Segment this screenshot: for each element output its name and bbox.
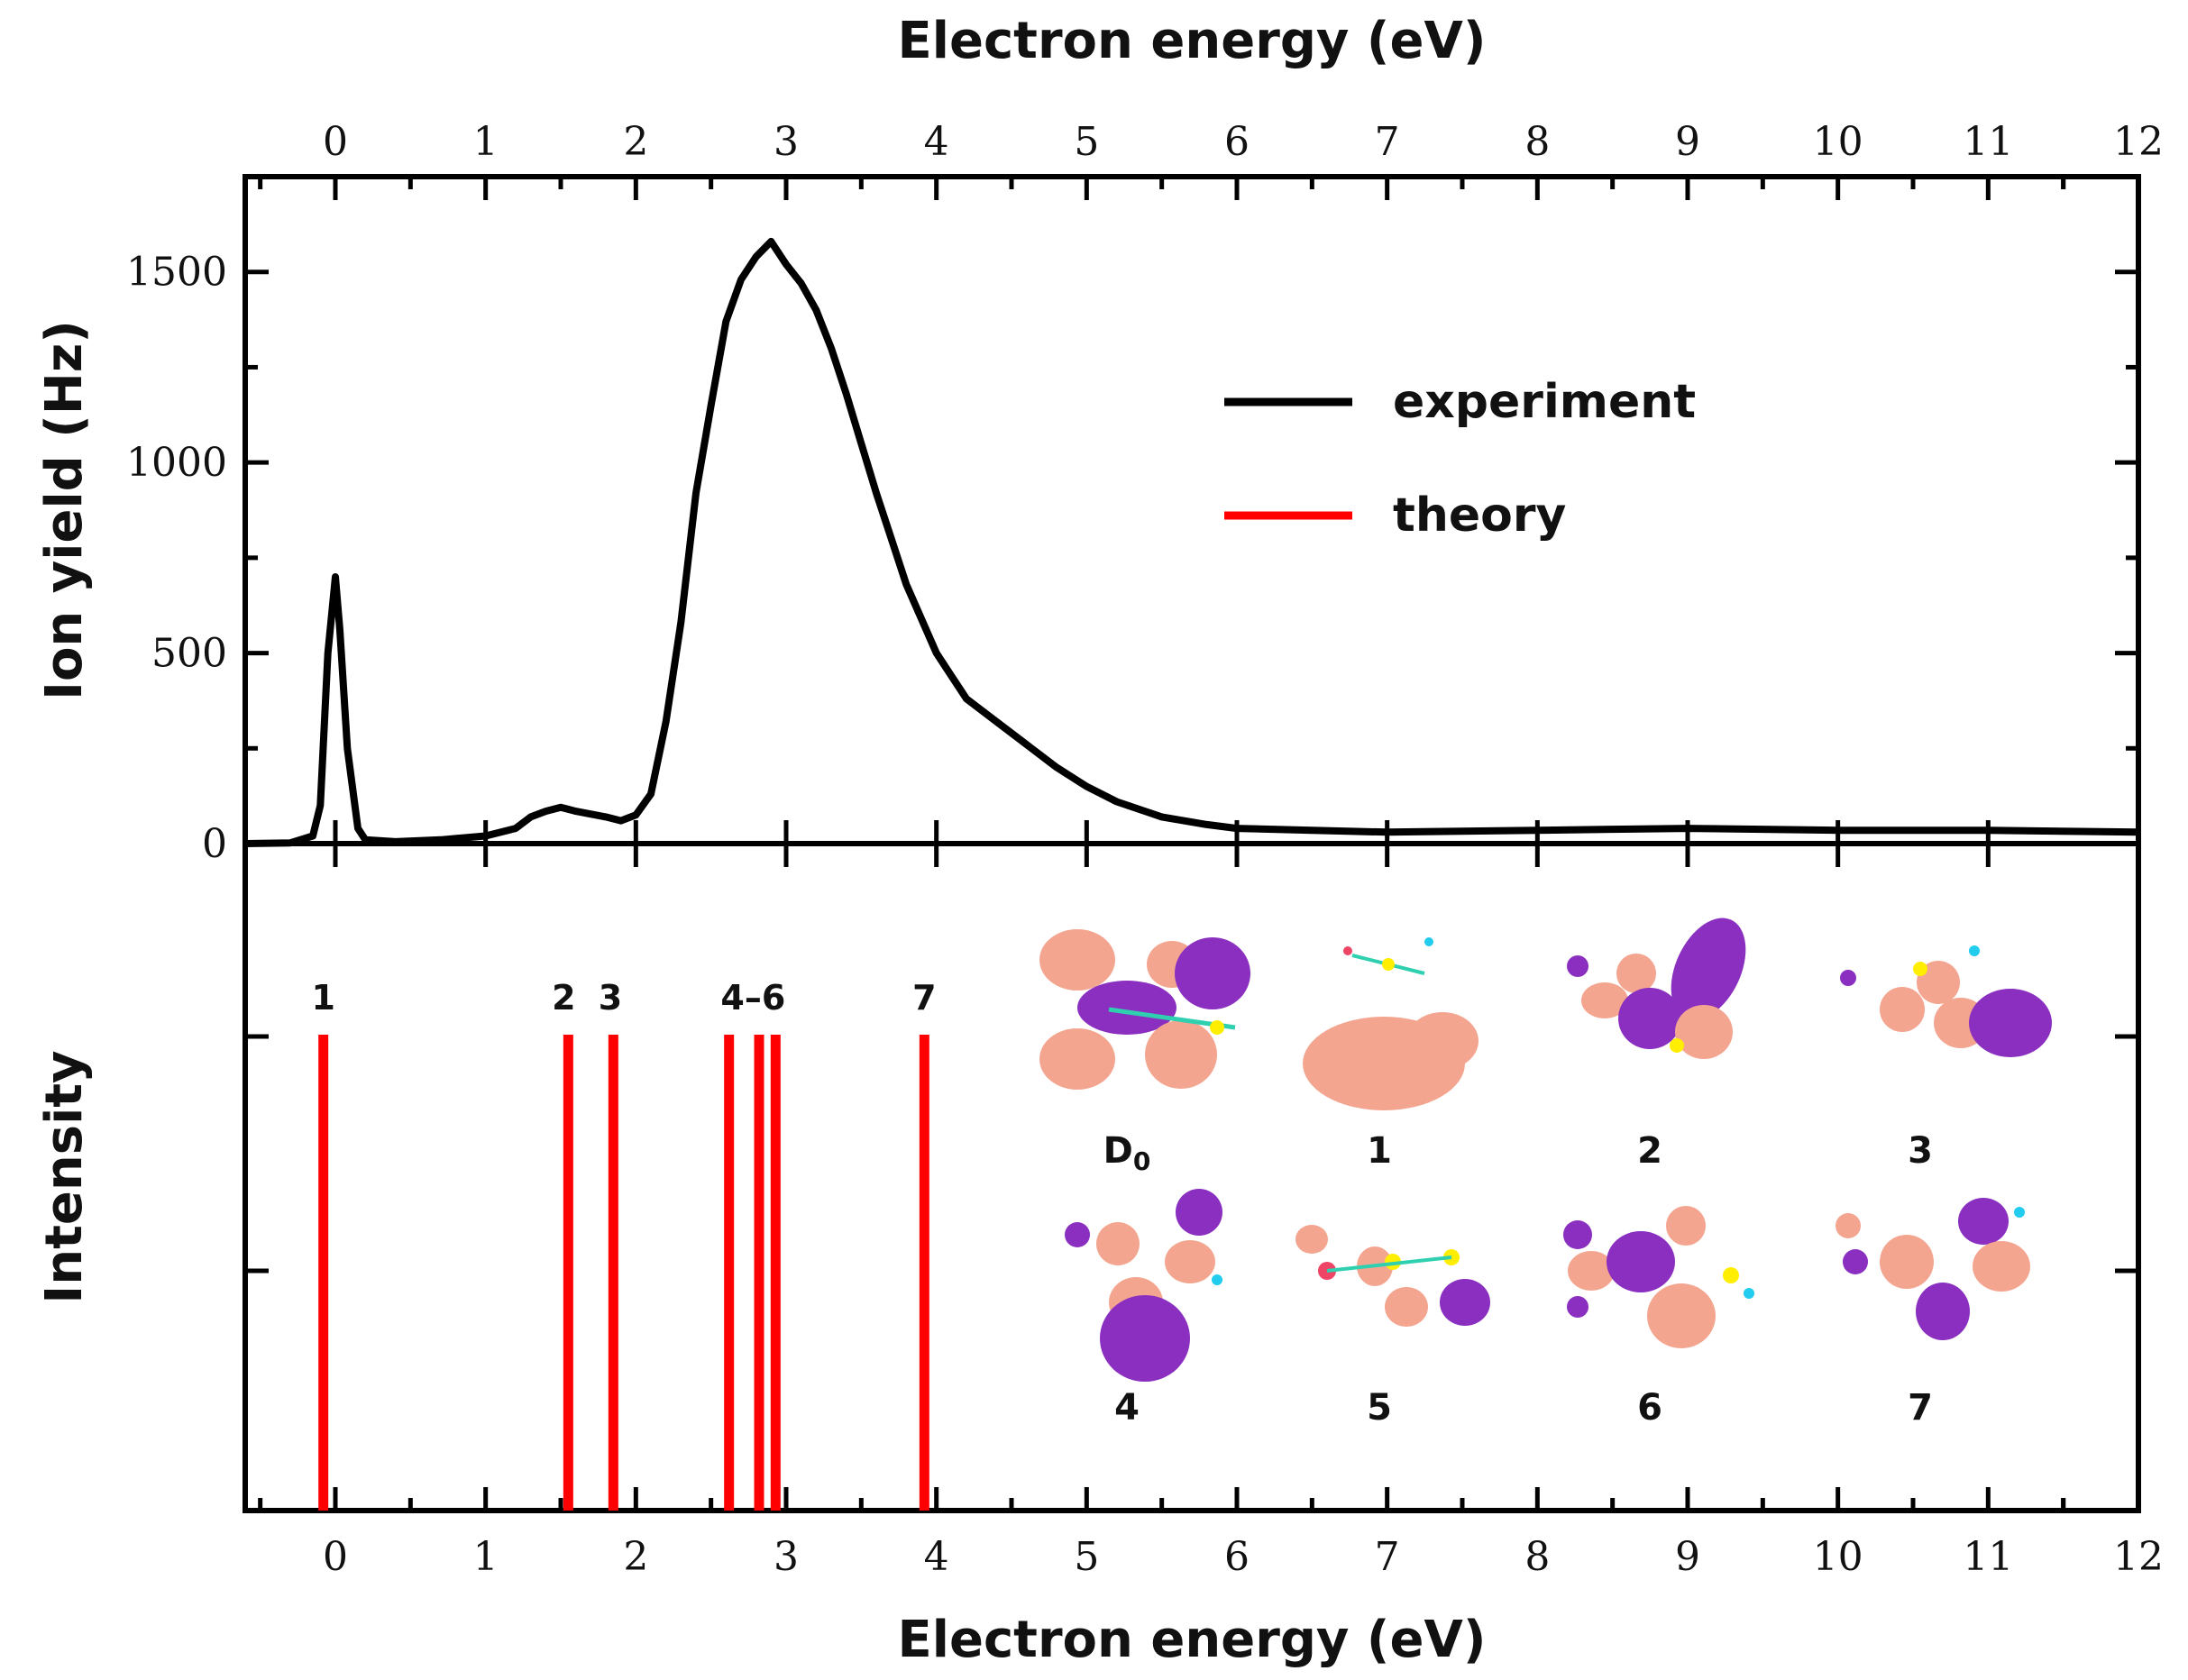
- top-panel-frame: [243, 174, 2141, 846]
- stick-label: 3: [599, 978, 622, 1018]
- bottom-x-tick-label: 2: [623, 1534, 648, 1580]
- orbital-label-3: 3: [1908, 1130, 1933, 1172]
- top-x-tick-label: 10: [1813, 119, 1863, 165]
- top-x-tick-label: 9: [1675, 119, 1700, 165]
- bottom-x-tick-label: 5: [1074, 1534, 1099, 1580]
- orbital-label-4: 4: [1114, 1387, 1140, 1429]
- stick-label: 1: [311, 978, 334, 1018]
- stick-labels: 1 2 3 4–6 7: [311, 978, 936, 1018]
- orbital-picture-d0: [1039, 929, 1250, 1090]
- legend-label-theory: theory: [1393, 488, 1566, 543]
- orbital-picture-3: [1840, 945, 2052, 1057]
- bottom-x-tick-label: 1: [473, 1534, 499, 1580]
- y-tick-label: 0: [202, 821, 227, 867]
- top-x-tick-label: 0: [323, 119, 348, 165]
- y-tick-label: 500: [151, 631, 227, 677]
- top-x-tick-label: 7: [1375, 119, 1400, 165]
- stick-label: 4–6: [720, 978, 785, 1018]
- theory-sticks: [318, 1035, 929, 1511]
- top-x-tick-label: 5: [1074, 119, 1099, 165]
- top-x-axis-title: Electron energy (eV): [898, 12, 1487, 70]
- bottom-y-axis-title: Intensity: [35, 1050, 94, 1303]
- orbital-label-d0: D0: [1103, 1130, 1151, 1176]
- top-x-tick-label: 11: [1963, 119, 2013, 165]
- bottom-x-tick-label: 9: [1675, 1534, 1700, 1580]
- top-x-tick-label: 4: [924, 119, 949, 165]
- stick-label: 2: [552, 978, 575, 1018]
- top-x-tick-label: 12: [2113, 119, 2164, 165]
- bottom-x-tick-label: 7: [1375, 1534, 1400, 1580]
- orbital-label-5: 5: [1367, 1387, 1392, 1429]
- orbital-label-1: 1: [1367, 1130, 1392, 1172]
- orbital-label-7: 7: [1908, 1387, 1933, 1429]
- orbital-picture-2: [1567, 918, 1746, 1059]
- y-ticks: 0 500 1000 1500: [126, 250, 2138, 1274]
- bottom-x-tick-label: 8: [1524, 1534, 1550, 1580]
- bottom-x-tick-label: 3: [774, 1534, 799, 1580]
- legend-label-experiment: experiment: [1393, 375, 1696, 429]
- stick-label: 7: [912, 978, 936, 1018]
- bottom-panel-frame: [243, 841, 2141, 1513]
- y-tick-label: 1500: [126, 250, 227, 296]
- orbital-label-2: 2: [1637, 1130, 1662, 1172]
- orbital-labels: D0 1 2 3 4 5 6 7: [1103, 1130, 1933, 1429]
- bottom-x-tick-label: 12: [2113, 1534, 2164, 1580]
- legend: experiment theory: [1224, 375, 1696, 543]
- series-line-experiment: [244, 237, 2139, 847]
- orbital-picture-1: [1303, 937, 1479, 1110]
- bottom-x-tick-label: 0: [323, 1534, 348, 1580]
- orbital-picture-6: [1563, 1206, 1754, 1348]
- orbital-pictures: [1039, 918, 2052, 1382]
- top-y-axis-title: Ion yield (Hz): [35, 320, 94, 700]
- top-x-tick-label: 1: [473, 119, 499, 165]
- top-x-tick-label: 8: [1524, 119, 1550, 165]
- bottom-x-axis-title: Electron energy (eV): [898, 1611, 1487, 1669]
- orbital-picture-7: [1836, 1198, 2030, 1340]
- bottom-x-tick-label: 11: [1963, 1534, 2013, 1580]
- top-x-tick-label: 6: [1224, 119, 1250, 165]
- orbital-label-6: 6: [1637, 1387, 1662, 1429]
- top-x-tick-label: 2: [623, 119, 648, 165]
- bottom-x-tick-label: 10: [1813, 1534, 1863, 1580]
- top-x-tick-label: 3: [774, 119, 799, 165]
- y-tick-label: 1000: [126, 440, 227, 486]
- orbital-picture-4: [1065, 1189, 1222, 1382]
- bottom-x-tick-label: 4: [924, 1534, 949, 1580]
- orbital-picture-5: [1295, 1225, 1490, 1327]
- bottom-x-tick-label: 6: [1224, 1534, 1250, 1580]
